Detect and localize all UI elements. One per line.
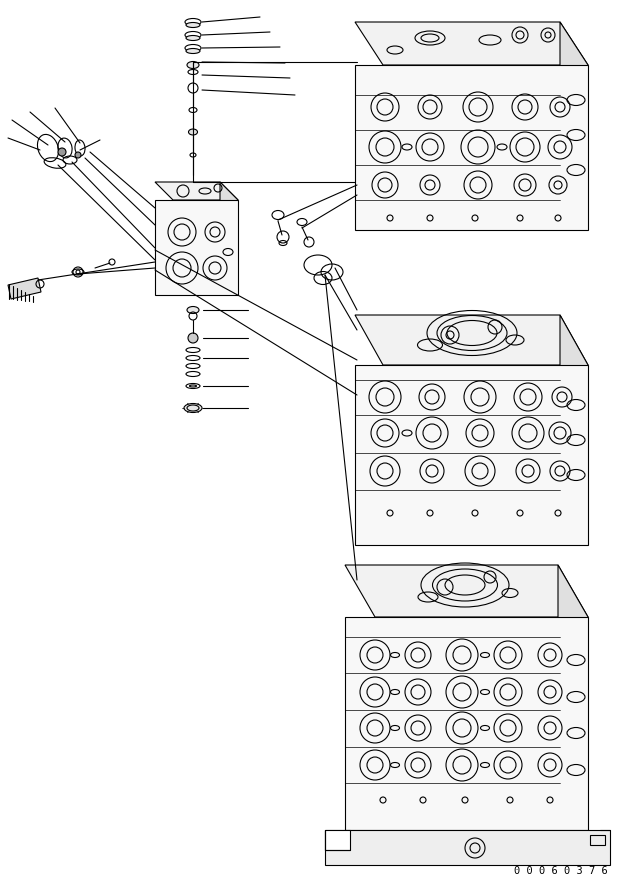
Ellipse shape — [188, 333, 198, 343]
Polygon shape — [325, 830, 610, 865]
Polygon shape — [558, 565, 588, 830]
Polygon shape — [8, 278, 41, 299]
Polygon shape — [325, 830, 350, 850]
Polygon shape — [220, 182, 238, 295]
Polygon shape — [155, 182, 238, 200]
Ellipse shape — [187, 62, 199, 69]
Ellipse shape — [184, 403, 202, 412]
Ellipse shape — [75, 152, 81, 158]
Ellipse shape — [188, 129, 197, 135]
Polygon shape — [355, 365, 588, 545]
Polygon shape — [345, 617, 588, 830]
Polygon shape — [560, 315, 588, 545]
Polygon shape — [355, 65, 588, 230]
Text: 0 0 0 6 0 3 7 6: 0 0 0 6 0 3 7 6 — [514, 866, 608, 876]
Polygon shape — [345, 565, 588, 617]
Polygon shape — [355, 315, 588, 365]
Ellipse shape — [187, 307, 199, 314]
Ellipse shape — [58, 148, 66, 156]
Ellipse shape — [186, 36, 200, 40]
Ellipse shape — [186, 48, 200, 54]
Polygon shape — [355, 22, 588, 65]
Polygon shape — [560, 22, 588, 230]
Ellipse shape — [186, 22, 200, 28]
Polygon shape — [155, 200, 238, 295]
